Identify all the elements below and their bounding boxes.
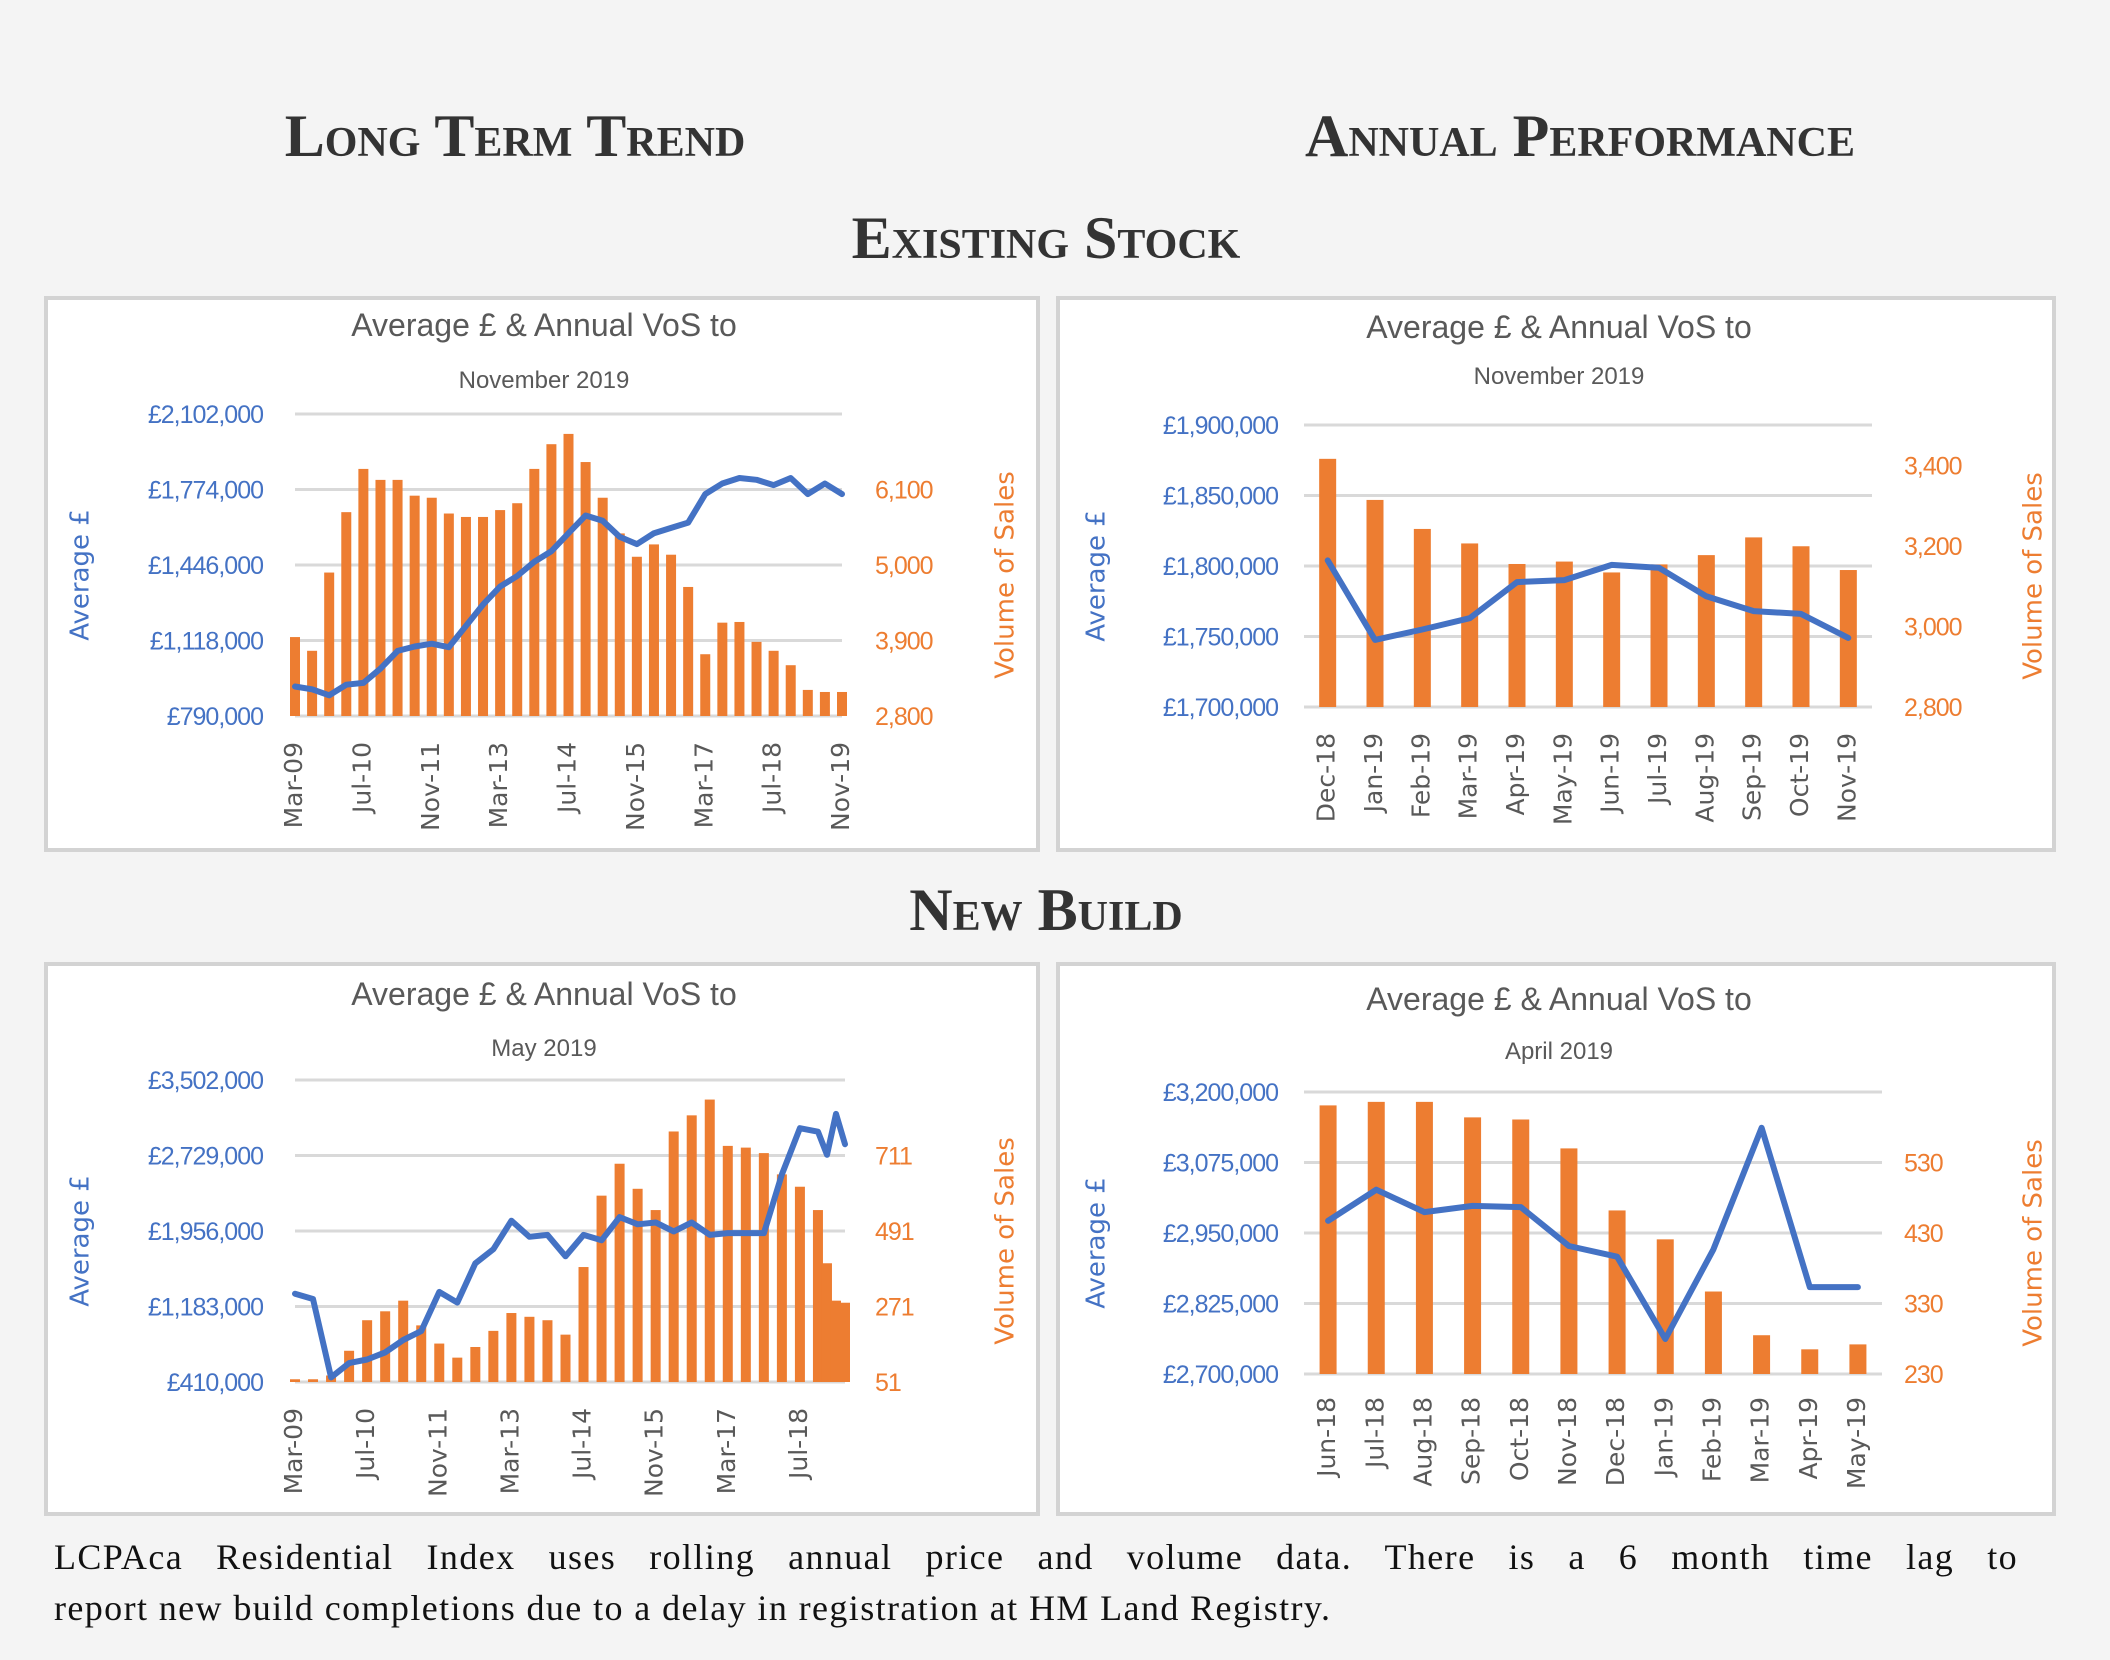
chart-panel-existing-long-term bbox=[44, 296, 1040, 852]
footer-note-line-2: report new build completions due to a de… bbox=[54, 1588, 1332, 1628]
heading-long-term-trend: Long Term Trend bbox=[284, 103, 746, 169]
chart-panel-new-build-annual bbox=[1056, 962, 2056, 1516]
heading-annual-performance: Annual Performance bbox=[1305, 103, 1855, 169]
heading-existing-stock: Existing Stock bbox=[851, 205, 1241, 271]
footer-note-line-1: LCPAca Residential Index uses rolling an… bbox=[54, 1537, 2018, 1577]
chart-panel-new-build-long-term bbox=[44, 962, 1040, 1516]
heading-new-build: New Build bbox=[909, 877, 1183, 943]
chart-panel-existing-annual bbox=[1056, 296, 2056, 852]
